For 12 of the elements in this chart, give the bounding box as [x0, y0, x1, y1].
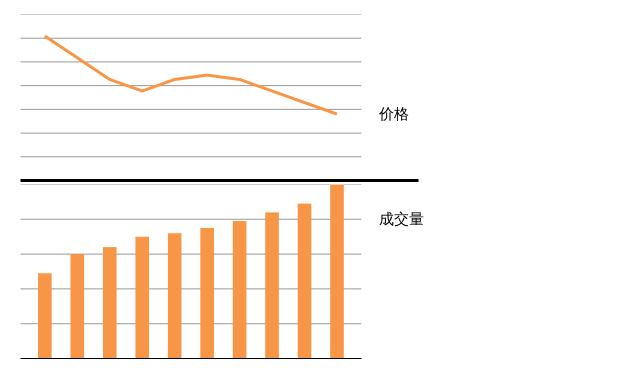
- bar: [330, 184, 344, 358]
- bar: [102, 247, 117, 358]
- text: 成交量: [379, 210, 424, 228]
- bar: [38, 273, 52, 358]
- bar: [265, 212, 279, 358]
- text: 价格: [378, 104, 410, 123]
- bar: [232, 221, 246, 358]
- bar: [200, 228, 214, 358]
- bar: [70, 254, 84, 358]
- bar: [168, 233, 182, 358]
- bar: [298, 204, 312, 358]
- bar: [135, 236, 150, 358]
